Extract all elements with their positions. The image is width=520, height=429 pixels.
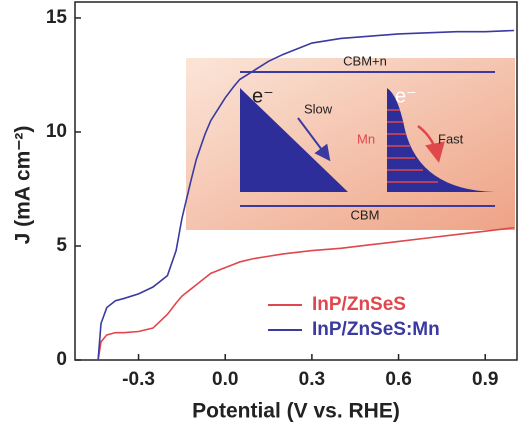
x-tick-label: 0.9	[472, 369, 498, 390]
mn-levels	[387, 109, 438, 183]
annotation: CBM	[351, 207, 380, 222]
y-tick-label: 0	[56, 349, 67, 370]
x-tick-label: 0.0	[212, 369, 238, 390]
triangle	[240, 88, 348, 192]
curved-band	[387, 88, 495, 192]
annotation: CBM+n	[343, 53, 387, 68]
slow-arrow	[297, 117, 331, 162]
legend-label: InP/ZnSeS:Mn	[312, 319, 440, 340]
annotation: Fast	[438, 131, 464, 146]
fast-arrow	[417, 125, 445, 163]
plot-frame	[74, 1, 518, 361]
y-tick-label: 15	[46, 7, 68, 28]
y-axis-label: J (mA cm⁻²)	[12, 126, 35, 245]
y-tick-label: 10	[46, 121, 67, 142]
x-tick-label: -0.3	[122, 369, 155, 390]
y-tick-label: 5	[56, 235, 67, 256]
annotation: e⁻	[395, 85, 417, 107]
x-tick-label: 0.3	[299, 369, 325, 390]
annotation: Slow	[304, 101, 333, 116]
inset: CBM+n CBM e⁻ Slow Mn e⁻ Fast	[186, 53, 515, 230]
annotation: e⁻	[252, 85, 274, 107]
line	[97, 226, 515, 361]
x-axis-label: Potential (V vs. RHE)	[192, 400, 400, 423]
line	[97, 29, 515, 361]
x-tick-label: 0.6	[385, 369, 411, 390]
legend-label: InP/ZnSeS	[312, 294, 406, 315]
annotation: Mn	[357, 131, 375, 146]
